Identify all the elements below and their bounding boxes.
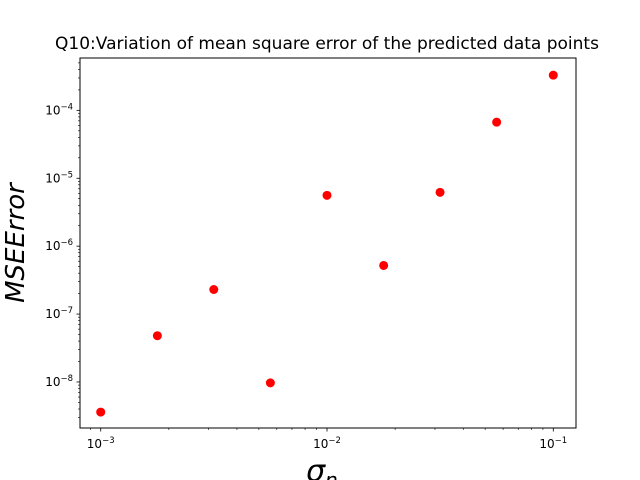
x-axis-label: σn xyxy=(306,454,338,480)
data-point xyxy=(492,117,502,127)
data-point xyxy=(322,190,332,200)
y-tick-label: 10−8 xyxy=(45,374,73,389)
x-tick-label: 10−3 xyxy=(87,436,115,451)
data-point xyxy=(96,407,106,417)
data-point xyxy=(435,187,445,197)
data-point xyxy=(152,331,162,341)
x-tick-label: 10−1 xyxy=(539,436,567,451)
y-tick-label: 10−7 xyxy=(45,306,73,321)
data-point xyxy=(265,378,275,388)
data-point xyxy=(379,260,389,270)
plot-frame xyxy=(79,57,577,429)
data-point xyxy=(209,285,219,295)
x-axis-label-main: σ xyxy=(306,454,326,480)
plot-area: 10−3 10−2 10−1 10−8 10−7 10−6 10−5 10−4 xyxy=(45,62,567,451)
data-point xyxy=(548,70,558,80)
x-tick-label: 10−2 xyxy=(313,436,341,451)
y-axis-label: MSEError xyxy=(1,181,31,303)
y-tick-label: 10−6 xyxy=(45,238,73,253)
y-tick-label: 10−4 xyxy=(45,102,73,117)
x-axis-label-subscript: n xyxy=(325,468,338,480)
y-tick-label: 10−5 xyxy=(45,170,73,185)
chart-title: Q10:Variation of mean square error of th… xyxy=(55,34,599,54)
